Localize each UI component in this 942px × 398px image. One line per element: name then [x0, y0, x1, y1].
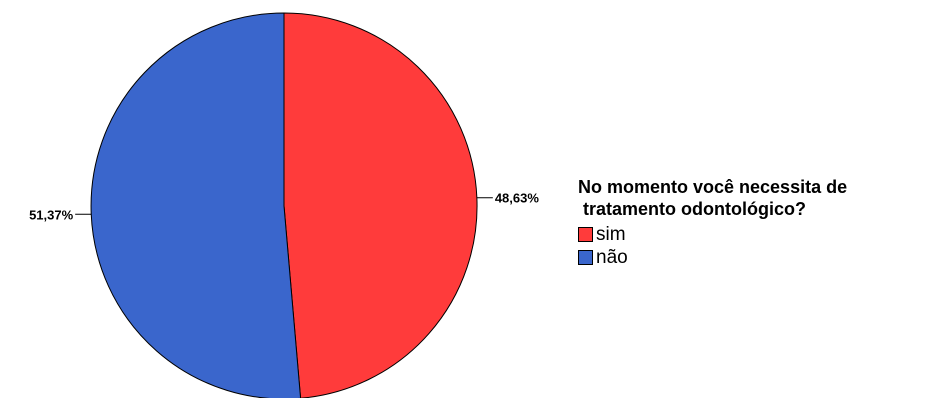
legend-swatch-nao: [578, 250, 593, 265]
legend-swatch-sim: [578, 227, 593, 242]
pie-slice-sim: [283, 12, 478, 398]
data-label-nao: 51,37%: [29, 207, 74, 222]
legend-item-sim: sim: [578, 223, 847, 246]
legend-title-line2: tratamento odontológico?: [578, 199, 806, 219]
legend-label-nao: não: [596, 246, 628, 268]
legend-label-sim: sim: [596, 223, 626, 245]
legend: No momento você necessita de tratamento …: [578, 176, 847, 269]
legend-title-line1: No momento você necessita de: [578, 177, 848, 197]
data-label-sim: 48,63%: [495, 191, 540, 206]
legend-title: No momento você necessita de tratamento …: [578, 176, 847, 220]
data-labels: 48,63% 51,37%: [29, 191, 539, 223]
pie-slice-nao: [90, 12, 302, 398]
legend-items: sim não: [578, 223, 847, 269]
pie-slices: [90, 12, 478, 398]
legend-item-nao: não: [578, 246, 847, 269]
